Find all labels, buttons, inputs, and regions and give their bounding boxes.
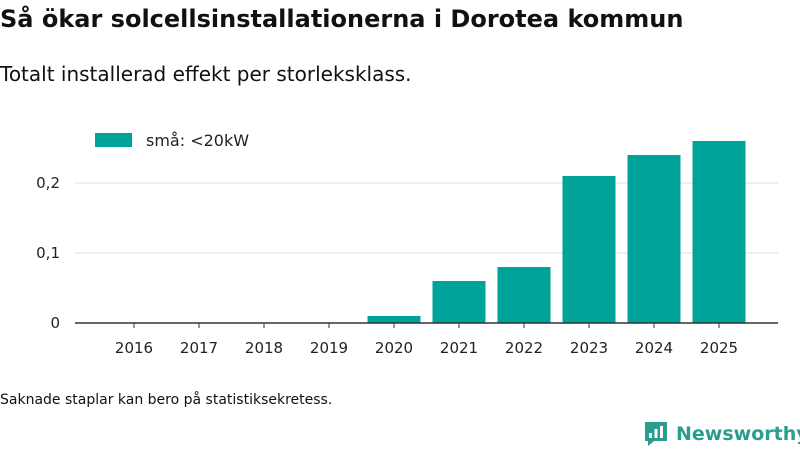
legend-swatch bbox=[95, 133, 132, 147]
x-tick-label: 2025 bbox=[700, 339, 738, 357]
bar-2024 bbox=[627, 155, 681, 323]
bar-2023 bbox=[562, 176, 616, 323]
y-tick-label: 0 bbox=[50, 314, 60, 332]
newsworthy-logo-icon bbox=[645, 422, 667, 446]
chart-subtitle: Totalt installerad effekt per storlekskl… bbox=[0, 62, 412, 86]
bar-chart: 0 0,1 0,2 2016 2017 2018 2019 2020 2021 2022 2023 2… bbox=[36, 131, 778, 357]
x-tick-label: 2020 bbox=[375, 339, 413, 357]
bar-2021 bbox=[432, 281, 486, 323]
footnote: Saknade staplar kan bero på statistiksek… bbox=[0, 392, 333, 408]
legend-label: små: <20kW bbox=[146, 131, 249, 150]
brand-name: Newsworthy bbox=[676, 423, 800, 445]
x-tick-label: 2019 bbox=[310, 339, 348, 357]
chart-title: Så ökar solcellsinstallationerna i Dorot… bbox=[0, 5, 684, 33]
bar-2022 bbox=[497, 267, 551, 323]
x-tick-label: 2022 bbox=[505, 339, 543, 357]
y-tick-label: 0,1 bbox=[36, 244, 60, 262]
x-tick-label: 2018 bbox=[245, 339, 283, 357]
bar-2020 bbox=[367, 316, 421, 323]
x-tick-label: 2017 bbox=[180, 339, 218, 357]
x-tick-label: 2023 bbox=[570, 339, 608, 357]
x-tick-label: 2024 bbox=[635, 339, 673, 357]
brand-logo: Newsworthy bbox=[644, 420, 800, 448]
y-tick-label: 0,2 bbox=[36, 174, 60, 192]
bar-2025 bbox=[692, 141, 746, 323]
x-tick-label: 2021 bbox=[440, 339, 478, 357]
x-tick-label: 2016 bbox=[115, 339, 153, 357]
